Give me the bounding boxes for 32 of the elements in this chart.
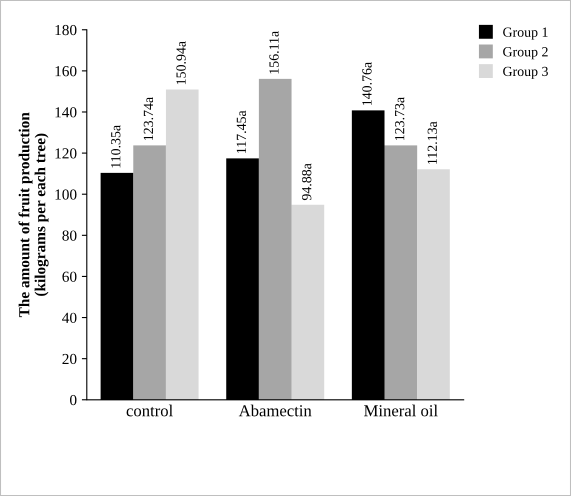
y-axis-title: The amount of fruit production (kilograms per each tree) <box>18 112 49 318</box>
y-tick-label: 120 <box>55 148 76 159</box>
y-tick-label: 20 <box>62 354 76 364</box>
y-tick-label: 160 <box>55 66 76 76</box>
legend-label: Group 2 <box>503 47 548 60</box>
data-label: 110.35a <box>111 125 120 168</box>
legend-label: Group 3 <box>503 66 548 79</box>
data-label: 156.11a <box>269 31 279 74</box>
bar <box>384 145 418 400</box>
y-tick-label: 100 <box>55 189 76 200</box>
y-tick-label: 60 <box>62 272 76 282</box>
y-tick-label: 40 <box>62 312 76 323</box>
bar <box>258 78 292 400</box>
y-tick-label: 80 <box>62 230 76 241</box>
bar <box>133 145 166 400</box>
x-tick-label: Mineral oil <box>364 404 438 416</box>
x-tick-label: control <box>126 404 173 416</box>
y-tick-label: 140 <box>55 107 76 118</box>
legend-label: Group 1 <box>503 28 548 40</box>
x-tick-label: Abamectin <box>238 404 312 416</box>
bar <box>166 89 199 400</box>
data-label: 150.94a <box>176 41 186 84</box>
bar <box>292 204 324 400</box>
data-label: 140.76a <box>362 62 372 106</box>
data-label: 123.74a <box>144 97 154 140</box>
y-tick-label: 180 <box>55 24 76 36</box>
data-label: 123.73a <box>394 97 404 140</box>
bar <box>417 169 450 400</box>
data-label: 117.45a <box>236 110 246 153</box>
data-label: 94.88a <box>302 163 312 200</box>
y-tick-label: 0 <box>70 394 76 406</box>
data-label: 112.13a <box>428 121 438 164</box>
